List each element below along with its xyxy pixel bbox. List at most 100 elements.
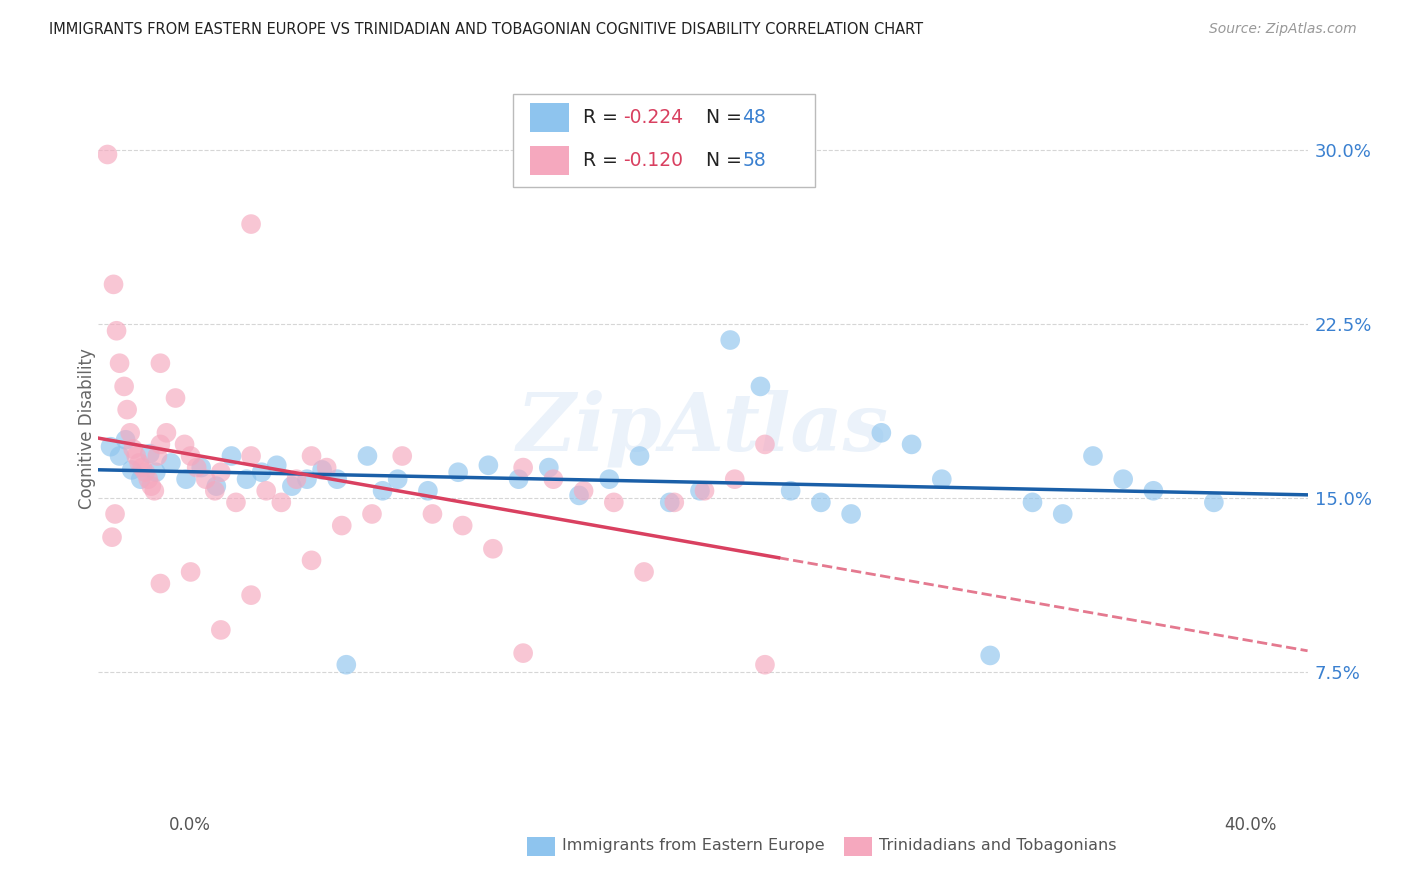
Point — [108, 449, 131, 463]
Text: IMMIGRANTS FROM EASTERN EUROPE VS TRINIDADIAN AND TOBAGONIAN COGNITIVE DISABILIT: IMMIGRANTS FROM EASTERN EUROPE VS TRINID… — [49, 22, 924, 37]
Text: Source: ZipAtlas.com: Source: ZipAtlas.com — [1209, 22, 1357, 37]
Point — [173, 437, 195, 451]
Text: ZipAtlas: ZipAtlas — [517, 390, 889, 467]
Point — [326, 472, 349, 486]
Text: Immigrants from Eastern Europe: Immigrants from Eastern Europe — [562, 838, 825, 853]
Point — [250, 465, 273, 479]
Point — [693, 483, 716, 498]
Point — [512, 646, 534, 660]
Point — [979, 648, 1001, 663]
Point — [129, 472, 152, 486]
Text: 58: 58 — [742, 151, 766, 170]
Point — [281, 479, 304, 493]
Point — [543, 472, 565, 486]
Point — [204, 483, 226, 498]
Text: 0.0%: 0.0% — [169, 816, 211, 834]
Point — [603, 495, 626, 509]
Point — [254, 483, 277, 498]
Point — [371, 483, 394, 498]
Point — [240, 588, 263, 602]
Text: R =: R = — [583, 108, 624, 128]
Point — [1202, 495, 1225, 509]
Point — [125, 449, 148, 463]
Point — [190, 460, 212, 475]
Point — [870, 425, 893, 440]
Point — [209, 465, 232, 479]
Point — [174, 472, 197, 486]
Point — [508, 472, 530, 486]
Point — [689, 483, 711, 498]
Point — [900, 437, 922, 451]
Point — [180, 565, 202, 579]
Text: Trinidadians and Tobagonians: Trinidadians and Tobagonians — [879, 838, 1116, 853]
Y-axis label: Cognitive Disability: Cognitive Disability — [79, 348, 96, 508]
Point — [422, 507, 444, 521]
Point — [301, 449, 323, 463]
Text: -0.120: -0.120 — [623, 151, 683, 170]
Point — [134, 465, 156, 479]
Point — [447, 465, 470, 479]
Point — [155, 425, 177, 440]
Point — [568, 488, 591, 502]
Text: -0.224: -0.224 — [623, 108, 683, 128]
Point — [180, 449, 202, 463]
Point — [330, 518, 353, 533]
Point — [105, 324, 128, 338]
Point — [141, 479, 163, 493]
Point — [391, 449, 413, 463]
Point — [664, 495, 686, 509]
Point — [209, 623, 232, 637]
Point — [121, 463, 143, 477]
Point — [120, 425, 142, 440]
Point — [931, 472, 953, 486]
Point — [724, 472, 747, 486]
Point — [537, 460, 560, 475]
Point — [149, 356, 172, 370]
Point — [146, 449, 169, 463]
Point — [139, 447, 162, 461]
Text: 48: 48 — [742, 108, 766, 128]
Point — [779, 483, 801, 498]
Point — [96, 147, 118, 161]
Point — [628, 449, 651, 463]
Point — [143, 483, 166, 498]
Point — [754, 657, 776, 672]
Point — [598, 472, 620, 486]
Text: N =: N = — [688, 151, 748, 170]
Point — [101, 530, 124, 544]
Point — [356, 449, 378, 463]
Point — [194, 472, 217, 486]
Point — [633, 565, 655, 579]
Point — [131, 460, 153, 475]
Point — [1112, 472, 1135, 486]
Point — [160, 456, 183, 470]
Point — [658, 495, 681, 509]
Point — [301, 553, 323, 567]
Point — [839, 507, 862, 521]
Point — [205, 479, 228, 493]
Point — [115, 402, 138, 417]
Point — [221, 449, 243, 463]
Point — [1142, 483, 1164, 498]
Point — [387, 472, 409, 486]
Point — [149, 437, 172, 451]
Point — [128, 456, 150, 470]
Point — [235, 472, 257, 486]
Point — [477, 458, 499, 473]
Point — [416, 483, 439, 498]
Point — [572, 483, 595, 498]
Point — [270, 495, 292, 509]
Point — [108, 356, 131, 370]
Point — [145, 465, 167, 479]
Point — [149, 576, 172, 591]
Point — [165, 391, 187, 405]
Point — [1081, 449, 1104, 463]
Point — [295, 472, 318, 486]
Text: 40.0%: 40.0% — [1225, 816, 1277, 834]
Point — [114, 433, 136, 447]
Point — [266, 458, 288, 473]
Text: N =: N = — [688, 108, 748, 128]
Point — [718, 333, 741, 347]
Point — [361, 507, 384, 521]
Point — [225, 495, 247, 509]
